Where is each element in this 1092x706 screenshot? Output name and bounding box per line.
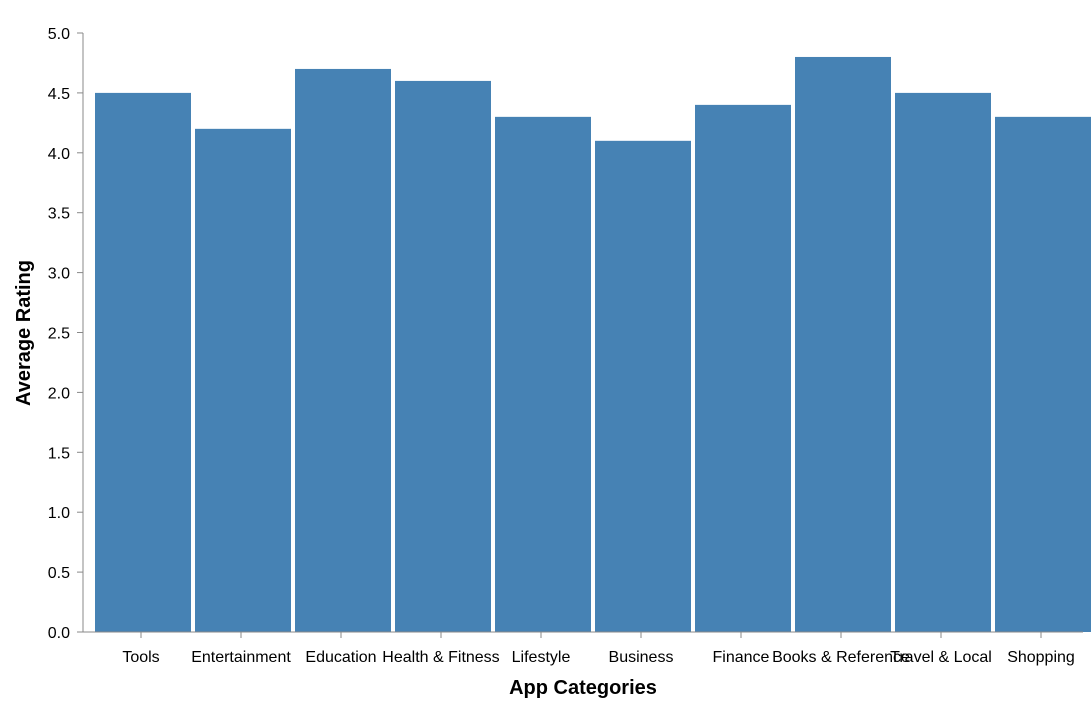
y-axis-title: Average Rating [13,260,35,406]
x-tick-label: Education [305,649,376,666]
bar [95,92,191,632]
bar [295,68,391,632]
x-axis: Tools Entertainment Education Health & Fitn… [83,631,1083,666]
bar [895,92,991,632]
y-tick-label: 5.0 [48,26,70,43]
bar [395,80,491,633]
x-tick-label: Tools [122,649,159,666]
bar [795,56,891,632]
y-tick-label: 0.5 [48,565,70,582]
x-tick-label: Entertainment [191,649,291,666]
bar [495,116,591,633]
y-tick-label: 1.5 [48,445,70,462]
x-tick-label: Travel & Local [890,649,992,666]
x-tick-label: Finance [713,649,770,666]
bar [195,128,291,632]
y-tick-label: 1.0 [48,505,70,522]
x-axis-title: App Categories [509,677,657,699]
bar [595,140,691,632]
y-axis: 0.0 0.5 1.0 1.5 2.0 2.5 3.0 3.5 4.0 4.5 5.0 [48,26,84,642]
x-tick-label: Business [609,649,674,666]
x-tick-label: Health & Fitness [382,649,499,666]
y-tick-label: 3.0 [48,266,70,283]
x-tick-label: Lifestyle [512,649,571,666]
x-tick-label: Books & Reference [772,649,910,666]
bar [995,116,1091,633]
y-tick-label: 0.0 [48,625,70,642]
x-tick-label: Shopping [1007,649,1075,666]
y-tick-label: 2.5 [48,326,70,343]
bar [695,104,791,632]
y-tick-label: 3.5 [48,206,70,223]
y-tick-label: 2.0 [48,385,70,402]
bars-group [95,56,1091,633]
y-tick-label: 4.5 [48,86,70,103]
y-tick-label: 4.0 [48,146,70,163]
